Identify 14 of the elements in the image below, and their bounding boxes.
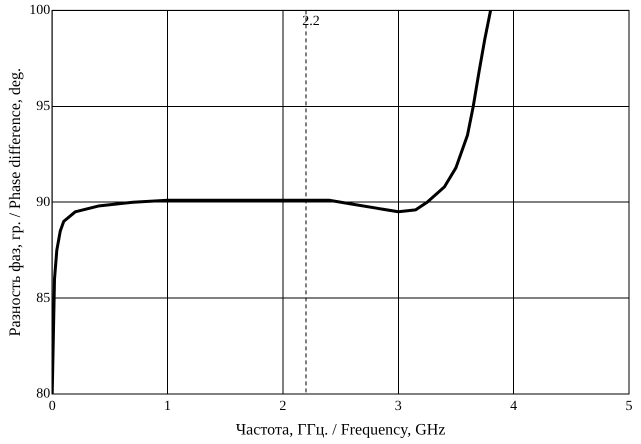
x-tick-label: 4 <box>510 399 518 414</box>
x-axis-title: Частота, ГГц. / Frequency, GHz <box>236 422 446 439</box>
y-tick-label: 95 <box>36 98 50 114</box>
y-tick-label: 80 <box>36 386 50 402</box>
x-tick-label: 2 <box>279 399 286 414</box>
y-tick-label: 85 <box>36 290 50 306</box>
x-tick-label: 0 <box>48 399 56 414</box>
x-tick-label: 3 <box>394 399 402 414</box>
y-axis-title: Разность фаз, гр. / Phase difference, deg. <box>6 68 24 336</box>
y-tick-label: 100 <box>29 3 50 18</box>
ref-line-label: 2.2 <box>302 14 320 30</box>
x-tick-label: 5 <box>626 399 632 414</box>
y-tick-label: 90 <box>36 194 50 210</box>
x-tick-label: 1 <box>164 399 172 414</box>
